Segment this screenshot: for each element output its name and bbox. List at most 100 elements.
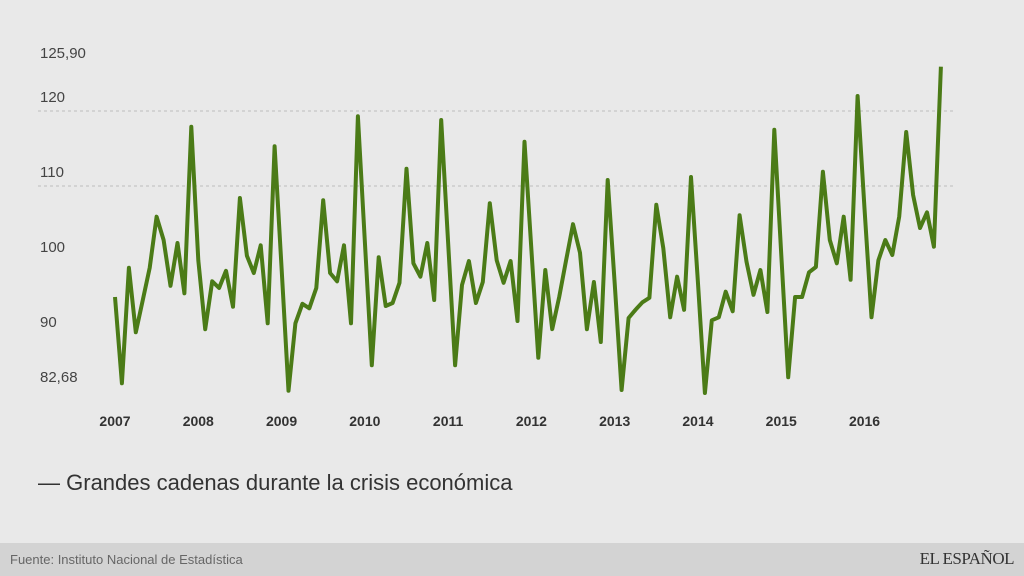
- data-point: [599, 340, 603, 344]
- data-point: [370, 363, 374, 367]
- source-text: Fuente: Instituto Nacional de Estadístic…: [10, 552, 243, 567]
- data-point: [543, 268, 547, 272]
- data-point: [259, 243, 263, 247]
- data-point: [231, 305, 235, 309]
- data-point: [238, 196, 242, 200]
- data-point: [550, 327, 554, 331]
- data-point: [564, 258, 568, 262]
- data-point: [502, 281, 506, 285]
- data-point: [328, 271, 332, 275]
- data-point: [724, 290, 728, 294]
- data-point: [842, 215, 846, 219]
- data-point: [162, 238, 166, 242]
- data-point: [786, 375, 790, 379]
- legend-marker: —: [38, 470, 60, 495]
- data-point: [592, 280, 596, 284]
- data-point: [335, 279, 339, 283]
- data-point: [196, 258, 200, 262]
- data-point: [453, 363, 457, 367]
- legend-label: Grandes cadenas durante la crisis económ…: [66, 470, 513, 495]
- data-point: [640, 300, 644, 304]
- data-point: [356, 114, 360, 118]
- data-point: [890, 253, 894, 257]
- data-point: [654, 203, 658, 207]
- data-point: [516, 319, 520, 323]
- data-point: [189, 125, 193, 129]
- x-tick-label: 2010: [349, 413, 380, 429]
- data-point: [752, 293, 756, 297]
- data-point: [120, 381, 124, 385]
- x-tick-label: 2014: [682, 413, 713, 429]
- data-point: [411, 261, 415, 265]
- x-tick-label: 2008: [183, 413, 214, 429]
- data-point: [405, 167, 409, 171]
- data-point: [384, 304, 388, 308]
- data-point: [765, 310, 769, 314]
- data-point: [731, 309, 735, 313]
- data-point: [321, 198, 325, 202]
- data-point: [141, 298, 145, 302]
- data-point: [793, 295, 797, 299]
- data-point: [745, 260, 749, 264]
- data-point: [210, 279, 214, 283]
- data-point: [182, 291, 186, 295]
- line-chart: 125,90 120 110 100 90 82,68 2007 2008 2009 2010 2…: [38, 45, 955, 429]
- data-point: [377, 255, 381, 259]
- x-tick-label: 2015: [766, 413, 797, 429]
- data-point: [287, 389, 291, 393]
- data-point: [495, 258, 499, 262]
- data-point: [627, 316, 631, 320]
- data-point: [113, 295, 117, 299]
- data-point: [481, 280, 485, 284]
- data-point: [668, 315, 672, 319]
- data-point: [342, 243, 346, 247]
- data-point: [897, 215, 901, 219]
- data-point: [856, 94, 860, 98]
- data-point: [293, 321, 297, 325]
- data-point: [300, 302, 304, 306]
- data-point: [314, 286, 318, 290]
- data-point: [557, 295, 561, 299]
- data-point: [613, 282, 617, 286]
- data-point: [807, 270, 811, 274]
- data-point: [925, 210, 929, 214]
- data-point: [439, 118, 443, 122]
- data-point: [585, 327, 589, 331]
- data-point: [398, 281, 402, 285]
- footer: Fuente: Instituto Nacional de Estadístic…: [0, 543, 1024, 576]
- data-point: [696, 282, 700, 286]
- data-point: [474, 301, 478, 305]
- data-point: [703, 391, 707, 395]
- data-point: [932, 245, 936, 249]
- y-tick-label: 110: [40, 164, 64, 181]
- data-point: [446, 240, 450, 244]
- data-point: [620, 388, 624, 392]
- data-point: [349, 321, 353, 325]
- data-point: [224, 269, 228, 273]
- series-line: [113, 66, 943, 395]
- data-point: [266, 321, 270, 325]
- data-point: [509, 259, 513, 263]
- data-point: [883, 238, 887, 242]
- data-point: [939, 65, 943, 69]
- data-point: [675, 275, 679, 279]
- data-point: [647, 296, 651, 300]
- data-point: [578, 251, 582, 255]
- data-point: [738, 213, 742, 217]
- data-point: [245, 254, 249, 258]
- data-point: [460, 283, 464, 287]
- data-point: [821, 170, 825, 174]
- data-point: [717, 315, 721, 319]
- data-point: [800, 295, 804, 299]
- brand-logo: EL ESPAÑOL: [919, 549, 1015, 568]
- data-point: [606, 178, 610, 182]
- x-tick-label: 2009: [266, 413, 297, 429]
- data-point: [634, 308, 638, 312]
- data-point: [176, 241, 180, 245]
- y-tick-label: 100: [40, 239, 65, 256]
- data-point: [418, 275, 422, 279]
- data-point: [307, 306, 311, 310]
- data-point: [758, 268, 762, 272]
- x-tick-label: 2007: [99, 413, 130, 429]
- data-point: [828, 238, 832, 242]
